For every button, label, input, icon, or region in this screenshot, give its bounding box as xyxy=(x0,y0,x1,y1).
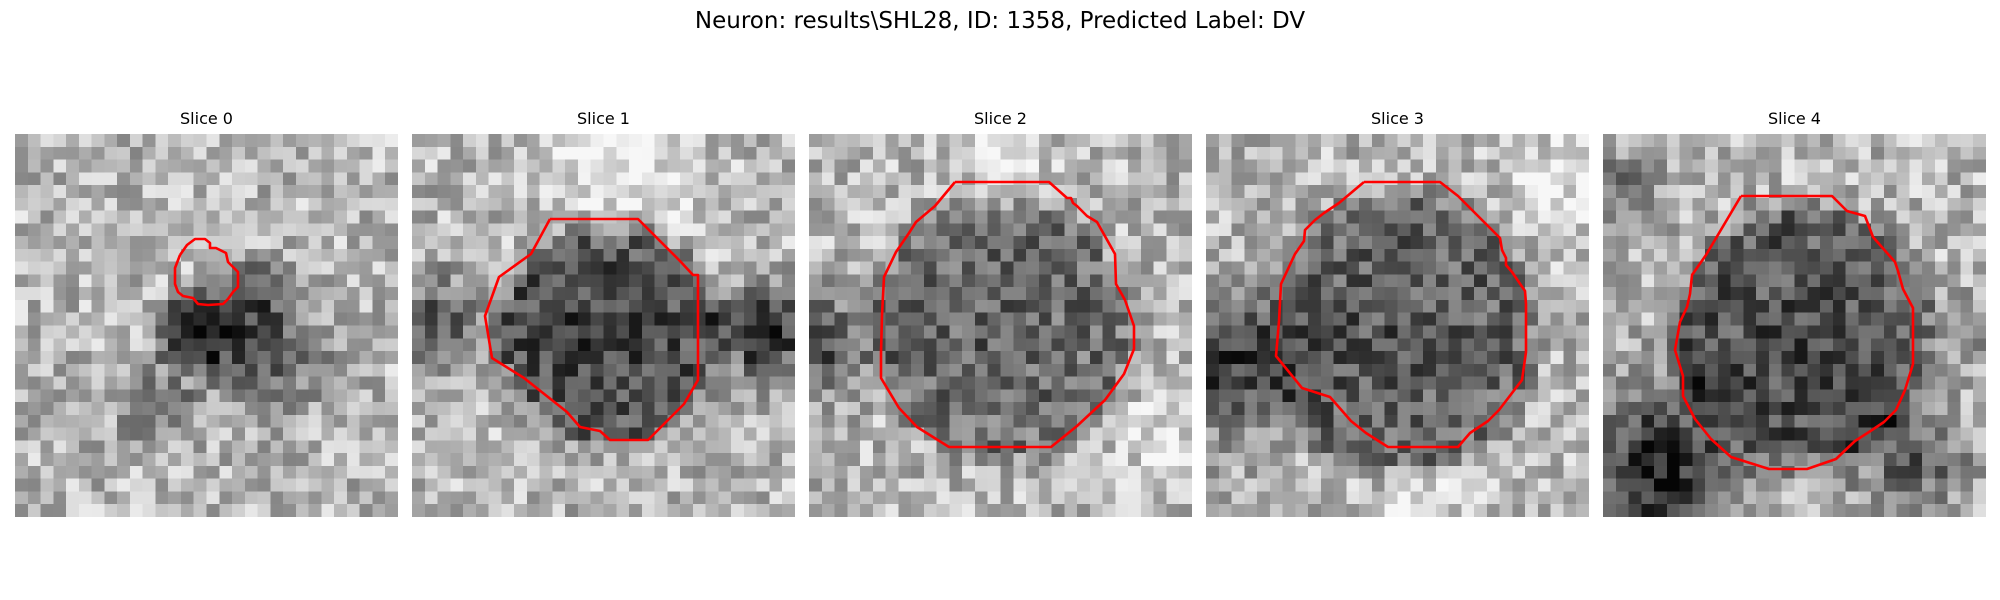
pixel-grid xyxy=(1603,134,1986,517)
slice-image-0 xyxy=(15,134,398,517)
neuron-contour xyxy=(1673,194,1915,471)
slice-panel-4: Slice 4 xyxy=(1603,108,1986,517)
pixel-grid xyxy=(15,134,398,517)
slice-image-4 xyxy=(1603,134,1986,517)
slice-title-1: Slice 1 xyxy=(577,109,630,128)
slice-image-2 xyxy=(809,134,1192,517)
neuron-contour xyxy=(879,180,1136,449)
slice-title-0: Slice 0 xyxy=(180,109,233,128)
pixel-grid xyxy=(412,134,795,517)
slice-title-2: Slice 2 xyxy=(974,109,1027,128)
figure-title: Neuron: results\SHL28, ID: 1358, Predict… xyxy=(694,8,1306,34)
slice-image-1 xyxy=(412,134,795,517)
neuron-contour xyxy=(173,237,240,307)
slice-title-3: Slice 3 xyxy=(1371,109,1424,128)
neuron-contour xyxy=(1274,180,1528,449)
slice-image-3 xyxy=(1206,134,1589,517)
slice-panel-3: Slice 3 xyxy=(1206,108,1589,517)
slice-panel-0: Slice 0 xyxy=(15,108,398,517)
slice-panel-2: Slice 2 xyxy=(809,108,1192,517)
slice-panel-1: Slice 1 xyxy=(412,108,795,517)
pixel-grid xyxy=(1206,134,1589,517)
slice-title-4: Slice 4 xyxy=(1768,109,1821,128)
neuron-contour xyxy=(483,217,700,442)
